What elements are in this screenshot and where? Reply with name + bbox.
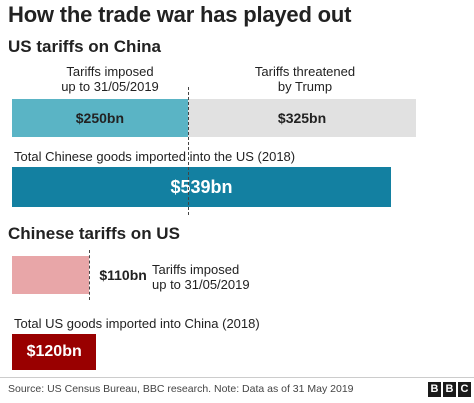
us-threatened-legend-line2: by Trump [277, 79, 333, 94]
bbc-logo-letter: C [458, 382, 471, 397]
bar-us-total [12, 167, 391, 207]
source-note: Source: US Census Bureau, BBC research. … [8, 383, 354, 395]
bar-us-threatened [187, 99, 417, 137]
us-imposed-legend: Tariffs imposed up to 31/05/2019 [40, 64, 180, 94]
footer-divider [0, 377, 474, 378]
bar-label-cn-imposed: $110bn [99, 267, 147, 283]
bar-label-cn-total: $120bn [26, 343, 82, 360]
us-imposed-legend-line1: Tariffs imposed [66, 64, 154, 79]
bbc-logo: B B C [428, 382, 471, 397]
bar-label-us-imposed: $250bn [75, 110, 125, 126]
us-threatened-legend-line1: Tariffs threatened [254, 64, 356, 79]
cn-total-caption: Total US goods imported into China (2018… [14, 316, 260, 331]
us-section-title: US tariffs on China [8, 37, 162, 56]
us-imposed-divider [187, 87, 189, 215]
cn-section-title: Chinese tariffs on US [8, 224, 180, 243]
bar-us-imposed [12, 99, 188, 137]
cn-imposed-legend-line2: up to 31/05/2019 [152, 277, 250, 292]
chart-title: How the trade war has played out [8, 2, 352, 27]
us-threatened-legend: Tariffs threatened by Trump [230, 64, 380, 94]
bar-label-us-threatened: $325bn [277, 110, 327, 126]
cn-imposed-legend: Tariffs imposed up to 31/05/2019 [152, 262, 250, 292]
bar-cn-total [12, 334, 97, 370]
cn-imposed-legend-line1: Tariffs imposed [152, 262, 240, 277]
cn-imposed-divider [89, 250, 91, 300]
bbc-logo-letter: B [428, 382, 441, 397]
bar-cn-imposed [12, 256, 90, 294]
us-total-caption: Total Chinese goods imported into the US… [14, 149, 296, 164]
bbc-logo-letter: B [443, 382, 456, 397]
bar-label-us-total: $539bn [170, 177, 233, 197]
us-imposed-legend-line2: up to 31/05/2019 [61, 79, 159, 94]
